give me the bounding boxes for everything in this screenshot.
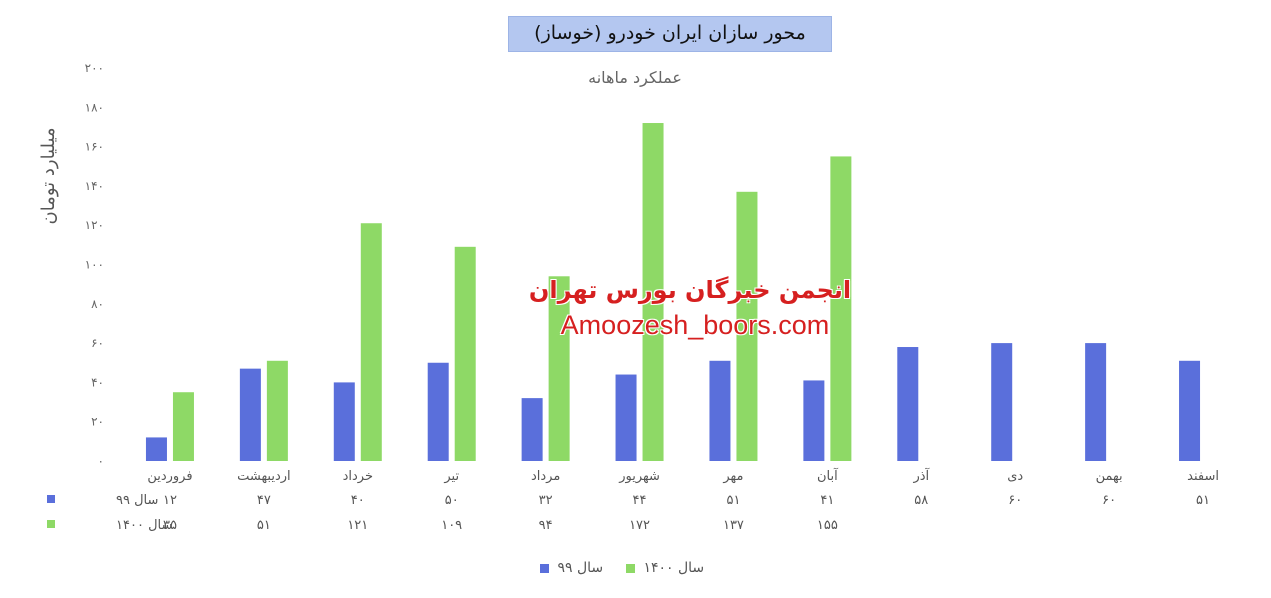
x-tick-label: اردیبهشت [237,469,291,484]
chart-title: محور سازان ایران خودرو (خوساز) [534,22,806,44]
bar-series-2 [642,123,664,462]
bar-series-1 [1085,343,1107,461]
y-tick-label: ۴۰ [91,375,104,389]
x-tick-label: فروردین [147,469,192,484]
watermark-text-url: Amoozesh_boors.com [560,310,830,340]
table-row-label: سال ۹۹ [116,493,158,508]
y-tick-label: ۱۰۰ [85,258,104,272]
data-table-value: ۶۰ [1102,493,1116,508]
data-table-value: ۱۰۹ [441,518,462,533]
bar-series-2 [172,392,194,461]
y-tick-label: ۱۸۰ [85,100,104,114]
x-tick-label: بهمن [1096,469,1123,484]
data-table-value: ۹۴ [539,518,553,533]
data-table-value: ۱۷۲ [629,518,650,533]
data-table-value: ۱۵۵ [817,518,838,533]
y-tick-label: ۸۰ [91,297,104,311]
bar-series-1 [991,343,1013,461]
legend-label-series-2: سال ۱۴۰۰ [643,560,705,576]
bar-series-1 [1179,360,1201,461]
y-tick-label: ۱۶۰ [85,140,104,154]
legend-item-series-2: سال ۱۴۰۰ [626,560,704,576]
bar-series-1 [239,368,261,461]
bar-series-1 [333,382,355,461]
data-table-value: ۱۳۷ [723,518,744,533]
data-table-value: ۵۱ [726,493,740,508]
bar-series-1 [521,398,543,461]
bar-series-2 [454,246,476,461]
chart-subtitle: عملکرد ماهانه [588,68,682,87]
x-tick-label: تیر [443,469,459,484]
data-table-value: ۵۸ [914,493,928,508]
legend-swatch-series-2 [626,563,635,573]
x-tick-label: آبان [817,467,839,484]
data-table-value: ۵۱ [257,518,271,533]
table-row-label: سال ۱۴۰۰ [116,518,172,533]
x-tick-label: خرداد [343,469,373,484]
bar-series-2 [266,360,288,461]
bar-series-2 [360,223,382,461]
x-tick-label: اسفند [1187,469,1219,484]
bar-series-2 [548,276,570,461]
chart-title-box: محور سازان ایران خودرو (خوساز) [508,16,832,52]
bar-series-1 [427,362,449,461]
bar-series-1 [897,347,919,461]
y-tick-label: ۶۰ [91,336,104,350]
data-table-value: ۱۲۱ [347,518,368,533]
table-swatch-series-1 [47,495,55,503]
data-table-value: ۴۷ [257,493,271,508]
data-table-value: ۱۲ [163,493,177,508]
bar-series-1 [803,380,825,461]
y-tick-label: ۲۰ [91,415,104,429]
watermark-text-persian: انجمن خبرگان بورس تهران [528,276,852,304]
y-tick-label: ۱۲۰ [85,218,104,232]
table-swatch-series-2 [47,520,55,528]
data-table-value: ۵۰ [445,493,459,508]
bar-series-2 [830,156,852,462]
bar-series-2 [736,191,758,462]
legend-label-series-1: سال ۹۹ [557,560,604,576]
x-tick-label: مرداد [531,469,560,484]
bar-series-1 [615,374,637,461]
bar-series-1 [709,360,731,461]
data-table-value: ۳۵ [163,518,177,533]
data-table-value: ۳۲ [539,493,553,508]
y-tick-label: ۰ [98,454,104,468]
legend-item-series-1: سال ۹۹ [540,560,603,576]
x-tick-label: دی [1007,469,1023,484]
x-tick-label: شهریور [618,469,660,484]
x-tick-label: آذر [912,467,930,484]
x-tick-label: مهر [722,469,743,484]
data-table-value: ۴۴ [633,493,647,508]
legend-swatch-series-1 [540,563,549,573]
y-tick-label: ۲۰۰ [85,61,104,75]
y-tick-label: ۱۴۰ [85,179,104,193]
data-table-value: ۴۱ [820,493,834,508]
data-table-value: ۶۰ [1008,493,1022,508]
data-table-value: ۵۱ [1196,493,1210,508]
bar-series-1 [145,437,167,461]
data-table-value: ۴۰ [351,493,365,508]
